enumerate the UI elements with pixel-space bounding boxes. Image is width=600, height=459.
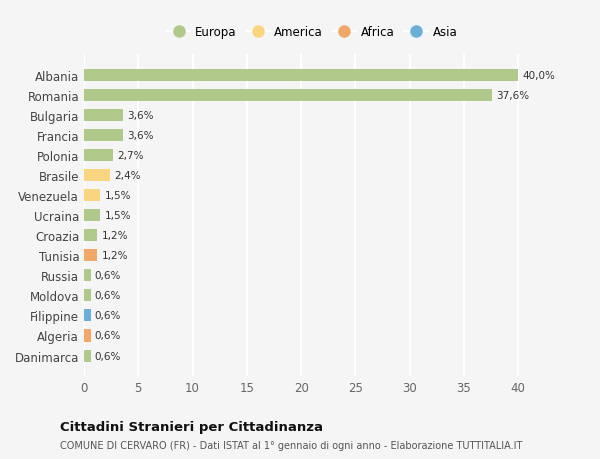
Text: 37,6%: 37,6% [497,91,530,101]
Text: 0,6%: 0,6% [95,331,121,341]
Text: 1,2%: 1,2% [101,231,128,241]
Text: 2,4%: 2,4% [115,171,141,181]
Bar [84,190,100,202]
Bar [84,270,91,282]
Text: 3,6%: 3,6% [127,111,154,121]
Bar [84,90,492,102]
Text: 40,0%: 40,0% [523,71,556,81]
Bar [84,310,91,322]
Bar [84,250,97,262]
Bar [84,130,123,142]
Bar [84,70,518,82]
Text: 1,5%: 1,5% [104,211,131,221]
Legend: Europa, America, Africa, Asia: Europa, America, Africa, Asia [163,22,461,42]
Bar [84,110,123,122]
Text: 0,6%: 0,6% [95,351,121,361]
Bar [84,230,97,242]
Text: 1,5%: 1,5% [104,191,131,201]
Text: COMUNE DI CERVARO (FR) - Dati ISTAT al 1° gennaio di ogni anno - Elaborazione TU: COMUNE DI CERVARO (FR) - Dati ISTAT al 1… [60,440,523,450]
Text: Cittadini Stranieri per Cittadinanza: Cittadini Stranieri per Cittadinanza [60,420,323,433]
Text: 1,2%: 1,2% [101,251,128,261]
Text: 2,7%: 2,7% [118,151,144,161]
Bar [84,350,91,362]
Text: 0,6%: 0,6% [95,271,121,281]
Bar [84,170,110,182]
Bar [84,210,100,222]
Bar [84,290,91,302]
Text: 0,6%: 0,6% [95,311,121,321]
Bar [84,330,91,342]
Bar [84,150,113,162]
Text: 0,6%: 0,6% [95,291,121,301]
Text: 3,6%: 3,6% [127,131,154,141]
